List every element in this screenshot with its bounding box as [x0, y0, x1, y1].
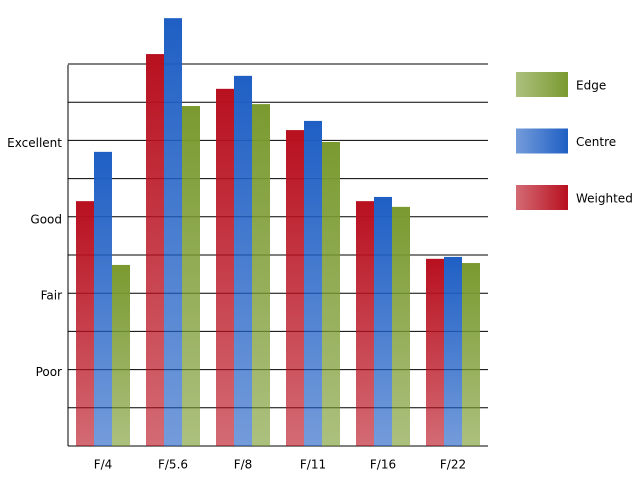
legend-label: Centre	[576, 135, 616, 149]
x-tick-label: F/16	[370, 458, 396, 472]
y-tick-label: Excellent	[7, 136, 62, 150]
bar	[216, 88, 234, 446]
bar	[374, 196, 392, 446]
bar	[76, 201, 94, 446]
bar	[426, 258, 444, 446]
bar	[286, 130, 304, 446]
x-tick-label: F/5.6	[158, 458, 188, 472]
bar	[164, 18, 182, 446]
bar	[356, 201, 374, 446]
legend-swatch	[516, 185, 568, 210]
bar	[234, 75, 252, 446]
y-tick-label: Poor	[36, 365, 62, 379]
legend-label: Weighted	[576, 192, 633, 206]
bar	[304, 120, 322, 446]
legend-swatch	[516, 128, 568, 154]
x-tick-label: F/8	[234, 458, 253, 472]
bar	[392, 206, 410, 446]
bar	[252, 104, 270, 447]
y-tick-label: Good	[30, 212, 62, 226]
legend-swatch	[516, 72, 568, 97]
y-tick-label: Fair	[41, 289, 62, 303]
x-tick-label: F/22	[440, 458, 466, 472]
legend-label: Edge	[576, 79, 606, 93]
bar	[94, 151, 112, 447]
bar	[322, 141, 340, 447]
bar	[112, 264, 130, 446]
bar	[146, 54, 164, 447]
bar	[182, 106, 200, 447]
x-tick-label: F/4	[94, 458, 113, 472]
bar	[444, 256, 462, 446]
bar	[462, 263, 480, 446]
x-tick-label: F/11	[300, 458, 326, 472]
